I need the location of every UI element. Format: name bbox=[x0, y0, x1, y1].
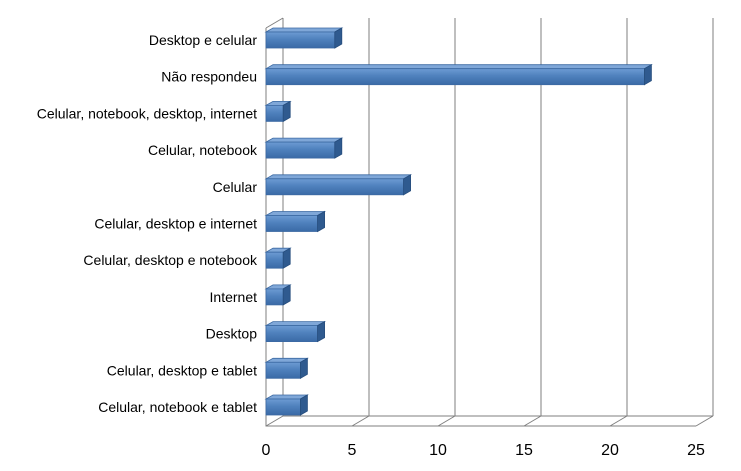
gridline-floor bbox=[437, 415, 456, 427]
category-label: Não respondeu bbox=[161, 69, 257, 85]
category-label: Celular, desktop e notebook bbox=[83, 252, 258, 268]
depth-edge-top bbox=[265, 17, 284, 29]
category-label: Celular, notebook bbox=[148, 142, 258, 158]
bar bbox=[264, 64, 653, 86]
x-tick-label: 0 bbox=[262, 442, 271, 459]
bars bbox=[264, 27, 653, 416]
category-labels: Desktop e celular Não respondeu Celular, n… bbox=[37, 32, 258, 415]
bar bbox=[264, 210, 327, 233]
category-label: Desktop bbox=[206, 326, 258, 342]
category-label: Internet bbox=[210, 289, 258, 305]
bar bbox=[264, 174, 413, 196]
x-tick-label: 20 bbox=[601, 442, 619, 459]
category-label: Celular bbox=[213, 179, 258, 195]
gridline-floor bbox=[523, 415, 542, 427]
x-tick-labels: 0 5 10 15 20 25 bbox=[262, 442, 705, 459]
gridline-floor bbox=[351, 415, 370, 427]
x-tick-label: 15 bbox=[515, 442, 533, 459]
x-tick-label: 25 bbox=[687, 442, 705, 459]
category-label: Celular, notebook e tablet bbox=[98, 399, 257, 415]
gridline-floor bbox=[609, 415, 628, 427]
bar bbox=[264, 27, 344, 49]
gridline-floor bbox=[695, 415, 714, 427]
x-tick-label: 5 bbox=[348, 442, 357, 459]
x-tick-label: 10 bbox=[429, 442, 447, 459]
category-label: Celular, notebook, desktop, internet bbox=[37, 105, 257, 121]
bar bbox=[264, 357, 309, 379]
depth-edge bbox=[265, 415, 284, 427]
category-label: Desktop e celular bbox=[149, 32, 258, 48]
bar bbox=[264, 100, 292, 123]
front-axis bbox=[265, 28, 696, 427]
bar bbox=[264, 247, 292, 269]
bar bbox=[264, 320, 327, 343]
category-label: Celular, desktop e internet bbox=[94, 216, 257, 232]
bar bbox=[264, 284, 292, 306]
bar bbox=[264, 394, 309, 416]
bar bbox=[264, 137, 344, 159]
category-label: Celular, desktop e tablet bbox=[107, 362, 257, 378]
